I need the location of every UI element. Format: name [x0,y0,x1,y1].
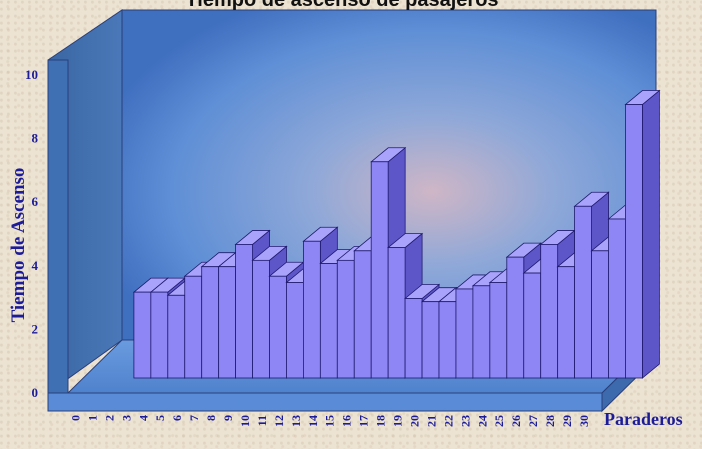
y-tick-label: 0 [32,385,39,400]
x-tick-label: 30 [577,415,591,427]
x-tick-label: 19 [391,415,405,427]
x-axis-label: Paraderos [604,409,683,429]
x-axis-ticks: 0 1 2 3 4 5 6 7 8 9 10 11 12 13 14 15 16 17 18 19 20 21 22 23 24… [68,415,591,427]
chart-title: Tiempo de ascenso de pasajeros [185,0,498,11]
y-tick-label: 8 [32,131,39,146]
x-tick-label: 29 [560,415,574,427]
x-tick-label: 18 [374,415,388,427]
bar [624,89,661,379]
x-tick-label: 10 [238,415,252,427]
y-tick-label: 2 [32,321,39,336]
x-tick-label: 5 [153,415,167,421]
x-tick-label: 2 [102,415,116,421]
x-tick-label: 8 [204,415,218,421]
floor-front-edge [47,392,603,412]
x-tick-label: 22 [441,415,455,427]
y-tick-label: 6 [32,194,39,209]
x-tick-label: 20 [407,415,421,427]
x-tick-label: 12 [272,415,286,427]
y-axis-label: Tiempo de Ascenso [8,168,29,323]
x-tick-label: 28 [543,415,557,427]
left-wall-edge [47,59,69,394]
x-tick-label: 16 [340,415,354,427]
bars [132,89,661,379]
y-axis-ticks: 0 2 4 6 8 10 [25,67,39,400]
x-tick-label: 21 [424,415,438,427]
x-tick-label: 26 [509,415,523,427]
x-tick-label: 15 [323,415,337,427]
y-tick-label: 10 [25,67,38,82]
x-tick-label: 6 [170,415,184,421]
x-tick-label: 1 [85,415,99,421]
x-tick-label: 25 [492,415,506,427]
x-tick-label: 24 [475,415,489,427]
x-tick-label: 3 [119,415,133,421]
x-tick-label: 27 [526,415,540,427]
y-tick-label: 4 [32,258,39,273]
x-tick-label: 0 [68,415,82,421]
x-tick-label: 4 [136,415,150,421]
x-tick-label: 23 [458,415,472,427]
x-tick-label: 13 [289,415,303,427]
x-tick-label: 17 [357,415,371,427]
x-tick-label: 11 [255,415,269,426]
x-tick-label: 7 [187,415,201,421]
x-tick-label: 9 [221,415,235,421]
x-tick-label: 14 [306,415,320,427]
